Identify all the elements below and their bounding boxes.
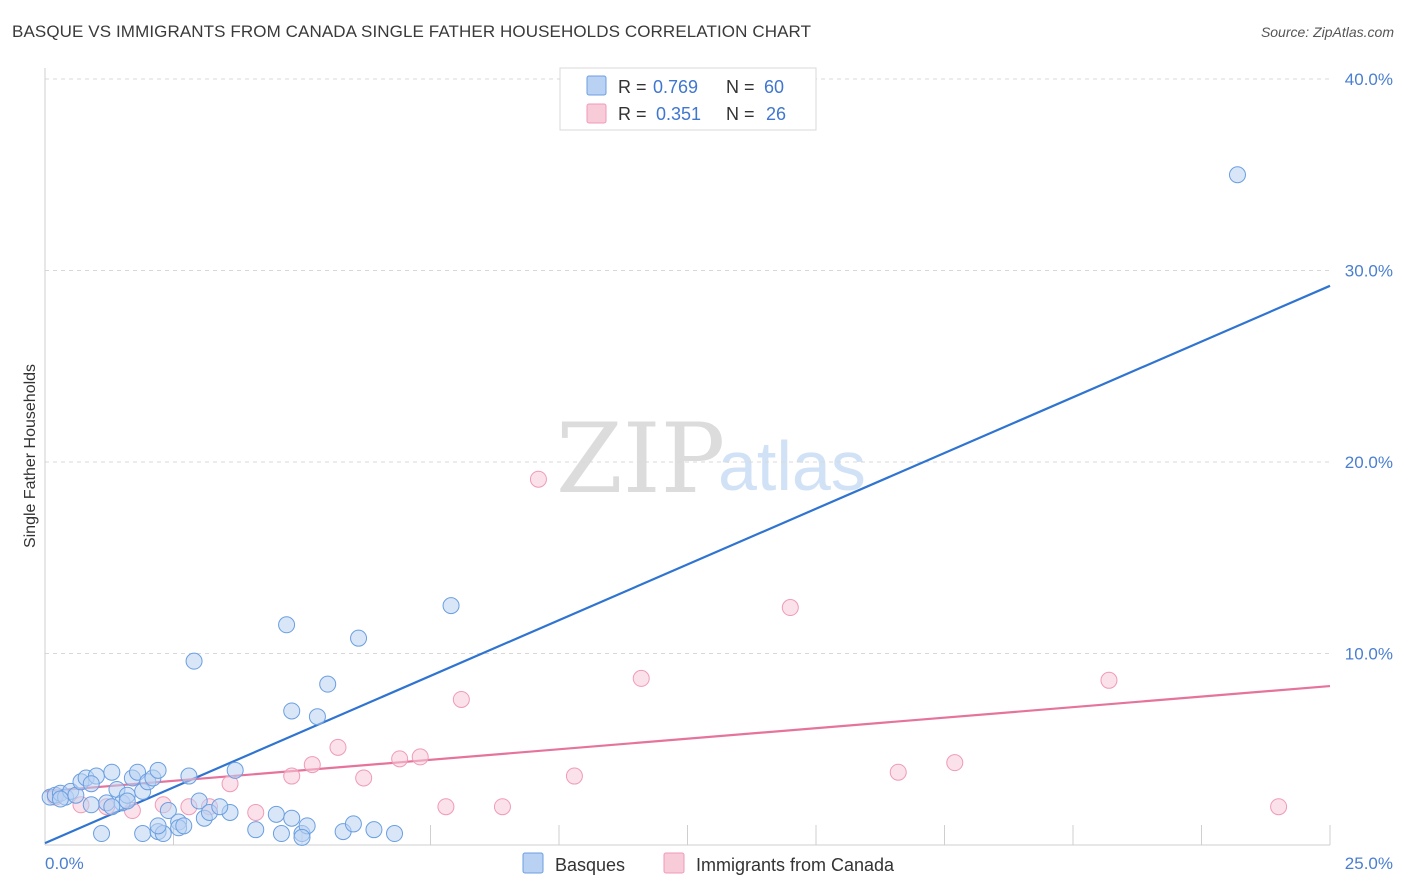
point-basques <box>118 792 136 810</box>
point-canada <box>493 798 511 816</box>
point-basques <box>149 817 167 835</box>
y-tick-label: 20.0% <box>1345 453 1393 472</box>
legend-swatch-canada <box>586 103 607 124</box>
point-basques <box>350 629 368 647</box>
point-basques <box>344 815 362 833</box>
watermark: ZIP atlas <box>556 403 866 515</box>
point-canada <box>946 754 964 772</box>
point-basques <box>386 825 404 843</box>
point-basques <box>159 802 177 820</box>
trendline-basques <box>44 284 1331 845</box>
x-tick-labels: 0.0% 25.0% <box>45 854 1393 873</box>
point-basques <box>211 798 229 816</box>
gridlines <box>45 78 1331 845</box>
source-label: Source: ZipAtlas.com <box>1260 24 1394 40</box>
point-canada <box>781 599 799 617</box>
point-basques <box>51 790 69 808</box>
axes <box>44 68 1330 846</box>
y-axis-label: Single Father Households <box>22 364 39 548</box>
point-basques <box>319 675 337 693</box>
point-basques <box>149 761 167 779</box>
point-canada <box>303 756 321 774</box>
legend-r-label: R = <box>618 104 647 124</box>
legend-n-label: N = <box>726 104 755 124</box>
point-basques <box>308 708 326 726</box>
legend-n-value-canada: 26 <box>766 104 786 124</box>
point-basques <box>134 825 152 843</box>
point-basques <box>1228 166 1246 184</box>
data-points <box>41 166 1288 846</box>
series-legend-label-basques: Basques <box>555 855 625 875</box>
point-basques <box>267 805 285 823</box>
point-basques <box>365 821 383 839</box>
legend-n-value-basques: 60 <box>764 77 784 97</box>
point-basques <box>82 775 100 793</box>
x-tick-label: 0.0% <box>45 854 84 873</box>
legend-n-label: N = <box>726 77 755 97</box>
point-basques <box>103 798 121 816</box>
series-legend-swatch-basques <box>522 852 544 874</box>
point-basques <box>247 821 265 839</box>
point-basques <box>180 767 198 785</box>
series-legend-label-canada: Immigrants from Canada <box>696 855 895 875</box>
trendline-canada <box>44 684 1331 793</box>
point-basques <box>442 597 460 615</box>
legend-swatch-basques <box>586 75 607 96</box>
point-basques <box>190 792 208 810</box>
watermark-atlas: atlas <box>718 427 866 505</box>
legend-r-value-basques: 0.769 <box>653 77 698 97</box>
series-legend-swatch-canada <box>663 852 685 874</box>
point-canada <box>889 763 907 781</box>
point-canada <box>452 690 470 708</box>
y-tick-label: 30.0% <box>1345 262 1393 281</box>
y-tick-labels: 10.0% 20.0% 30.0% 40.0% <box>1345 70 1393 664</box>
point-canada <box>632 669 650 687</box>
point-basques <box>185 652 203 670</box>
point-canada <box>329 738 347 756</box>
point-canada <box>1270 798 1288 816</box>
point-basques <box>175 817 193 835</box>
point-basques <box>226 761 244 779</box>
point-basques <box>82 796 100 814</box>
point-basques <box>93 825 111 843</box>
series-legend: Basques Immigrants from Canada <box>522 852 895 875</box>
point-canada <box>247 803 265 821</box>
point-canada <box>411 748 429 766</box>
legend-r-value-canada: 0.351 <box>656 104 701 124</box>
y-tick-label: 10.0% <box>1345 645 1393 664</box>
point-basques <box>283 702 301 720</box>
point-basques <box>293 828 311 846</box>
x-tick-label: 25.0% <box>1345 854 1393 873</box>
stats-legend: R = 0.769 N = 60 R = 0.351 N = 26 <box>559 67 817 131</box>
watermark-zip: ZIP <box>556 403 725 515</box>
point-canada <box>1100 671 1118 689</box>
point-basques <box>278 616 296 634</box>
point-basques <box>272 825 290 843</box>
chart-title: BASQUE VS IMMIGRANTS FROM CANADA SINGLE … <box>12 22 812 41</box>
legend-r-label: R = <box>618 77 647 97</box>
point-canada <box>391 750 409 768</box>
point-canada <box>283 767 301 785</box>
point-basques <box>283 809 301 827</box>
trendlines <box>44 284 1331 845</box>
point-canada <box>355 769 373 787</box>
point-canada <box>437 798 455 816</box>
point-basques <box>103 763 121 781</box>
y-tick-label: 40.0% <box>1345 70 1393 89</box>
point-canada <box>565 767 583 785</box>
point-canada <box>529 470 547 488</box>
